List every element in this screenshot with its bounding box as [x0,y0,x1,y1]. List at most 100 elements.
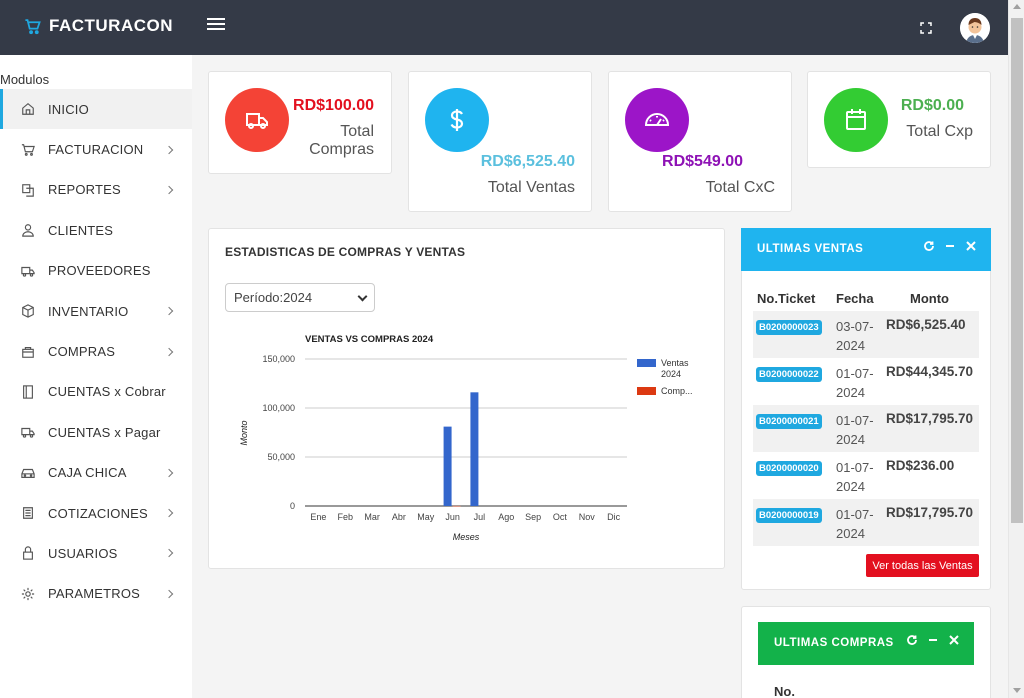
x-tick-label: Jun [445,512,460,522]
sidebar-menu: INICIO FACTURACION REPORTES CLIENTES PROVEED… [0,89,192,614]
top-navbar: FACTURACON [0,0,1008,55]
compras-panel-tools [906,634,960,646]
sale-amount: RD$236.00 [886,458,955,473]
stat-label-cxp: Total Cxp [906,123,973,140]
calendar-icon [846,109,866,130]
chart-title: VENTAS VS COMPRAS 2024 [305,334,434,345]
scroll-thumb[interactable] [1011,18,1023,523]
sidebar-item-inventario[interactable]: INVENTARIO [0,291,192,331]
legend-swatch-compras [637,387,656,395]
brand-logo[interactable]: FACTURACON [24,16,173,36]
stat-circle-cxp [824,88,888,152]
x-tick-label: Oct [553,512,568,522]
x-tick-label: Feb [337,512,353,522]
x-tick-label: Jul [474,512,486,522]
scroll-up-arrow[interactable] [1013,4,1021,9]
table-row[interactable]: B0200000020 01-07-2024 RD$236.00 [753,452,979,499]
menu-toggle-icon[interactable] [207,18,225,34]
close-icon[interactable] [948,634,960,646]
minimize-icon[interactable] [944,240,956,252]
refresh-icon[interactable] [906,634,918,646]
sale-amount: RD$17,795.70 [886,505,974,520]
sidebar-item-label: REPORTES [48,182,121,198]
y-tick-label: 0 [290,501,295,511]
sidebar-item-usuarios[interactable]: USUARIOS [0,533,192,573]
ventas-panel-header: ULTIMAS VENTAS [741,228,991,271]
bag-icon [22,346,34,358]
sidebar-item-label: PARAMETROS [48,586,141,602]
page-scrollbar[interactable] [1008,0,1024,698]
ticket-badge[interactable]: B0200000019 [756,508,822,523]
stat-value-cxc: RD$549.00 [662,153,743,170]
lock-icon [23,546,33,561]
stat-card-compras: RD$100.00 Total Compras [208,71,392,174]
brand-name: FACTURACON [49,16,173,35]
sidebar-item-parametros[interactable]: PARAMETROS [0,574,192,614]
sidebar-item-cuentas-x-cobrar[interactable]: CUENTAS x Cobrar [0,372,192,412]
chevron-right-icon [164,185,174,195]
table-row[interactable]: B0200000021 01-07-2024 RD$17,795.70 [753,405,979,452]
stat-circle-cxc [625,88,689,152]
ticket-badge[interactable]: B0200000023 [756,320,822,335]
chevron-right-icon [164,508,174,518]
sidebar-item-label: INICIO [48,101,89,117]
stat-value-cxp: RD$0.00 [900,97,964,114]
sidebar-item-caja-chica[interactable]: CAJA CHICA [0,453,192,493]
refresh-icon[interactable] [923,240,935,252]
sidebar-item-facturacion[interactable]: FACTURACION [0,129,192,169]
legend-label-ventas-1: Ventas [661,358,689,368]
x-tick-label: Nov [579,512,596,522]
stat-value-ventas: RD$6,525.40 [480,153,575,170]
sidebar-item-cuentas-x-pagar[interactable]: CUENTAS x Pagar [0,412,192,452]
sidebar-item-proveedores[interactable]: PROVEEDORES [0,251,192,291]
truck-icon [246,113,268,129]
ticket-badge[interactable]: B0200000020 [756,461,822,476]
avatar[interactable] [960,13,990,43]
compras-panel-header: ULTIMAS COMPRAS [758,622,974,665]
table-row[interactable]: B0200000019 01-07-2024 RD$17,795.70 [753,499,979,546]
stat-circle-compras [225,88,289,152]
sidebar-item-compras[interactable]: COMPRAS [0,331,192,371]
sale-date: 01-07-2024 [836,366,874,400]
col-header-ticket: No.Ticket [757,291,816,306]
sidebar-item-inicio[interactable]: INICIO [0,89,192,130]
col-header-fecha: Fecha [836,291,874,306]
chevron-right-icon [164,145,174,154]
chevron-down-icon [357,291,368,302]
sidebar-item-label: INVENTARIO [48,303,129,319]
dollar-icon [450,109,464,131]
period-select-value: Período:2024 [234,290,313,305]
stat-card-ventas: RD$6,525.40 Total Ventas [408,71,592,212]
ticket-badge[interactable]: B0200000022 [756,367,822,382]
x-tick-label: Ago [498,512,514,522]
sidebar-item-reportes[interactable]: REPORTES [0,170,192,210]
x-tick-label: Mar [364,512,380,522]
sidebar-item-label: USUARIOS [48,545,118,561]
fullscreen-icon[interactable] [920,22,932,34]
truck-icon [21,428,35,438]
chevron-right-icon [164,549,174,558]
ticket-badge[interactable]: B0200000021 [756,414,822,429]
y-tick-label: 150,000 [262,354,295,364]
box-icon [22,304,34,318]
scroll-down-arrow[interactable] [1013,688,1021,693]
copy-icon [22,184,34,197]
table-row[interactable]: B0200000022 01-07-2024 RD$44,345.70 [753,358,979,405]
sidebar-item-clientes[interactable]: CLIENTES [0,210,192,250]
compras-col-header-no: No. [774,684,795,698]
list-icon [23,507,33,519]
minimize-icon[interactable] [927,634,939,646]
close-icon[interactable] [965,240,977,252]
stat-card-cxc: RD$549.00 Total CxC [608,71,792,212]
sidebar-item-cotizaciones[interactable]: COTIZACIONES [0,493,192,533]
sidebar: Modulos INICIO FACTURACION REPORTES CLIENTE… [0,55,192,698]
stat-value-compras: RD$100.00 [293,97,374,114]
sale-amount: RD$17,795.70 [886,411,974,426]
sale-date: 01-07-2024 [836,507,874,541]
gauge-icon [644,113,670,126]
period-select[interactable]: Período:2024 [225,283,375,312]
view-all-sales-button[interactable]: Ver todas las Ventas [866,554,979,577]
car-icon [21,468,35,478]
table-row[interactable]: B0200000023 03-07-2024 RD$6,525.40 [753,311,979,358]
cart-icon [25,18,41,34]
